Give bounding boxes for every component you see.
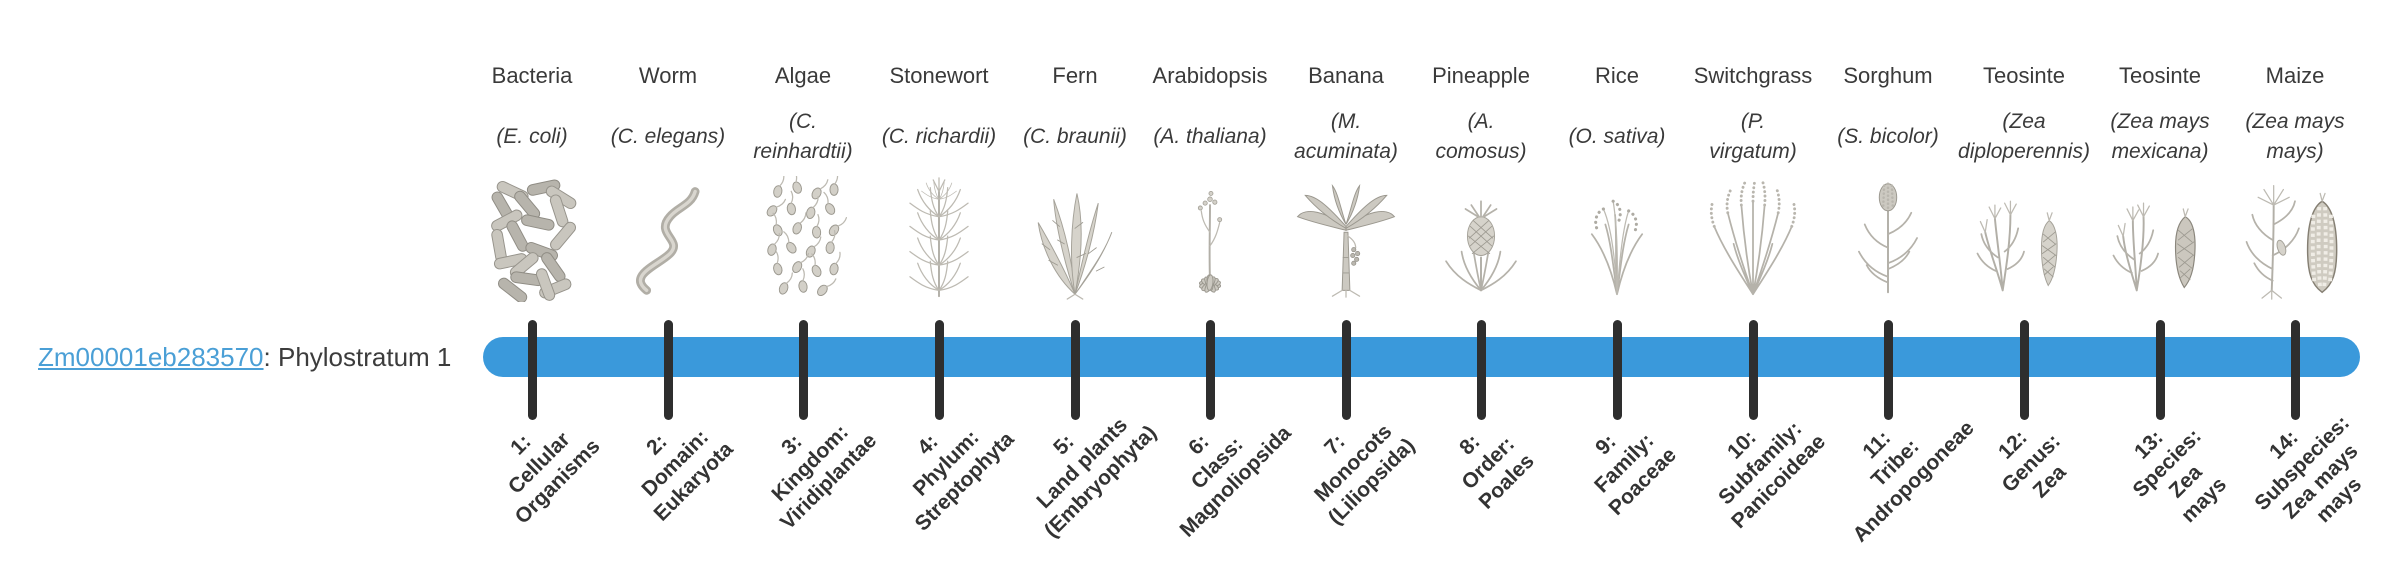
organism-column-fern: Fern (C. braunii) 5: Land plants (Embryo…	[1000, 0, 1161, 580]
phylostratum-label: 7: Monocots (Liliopsida)	[1310, 420, 1420, 530]
organism-column-stonewort: Stonewort (C. richardii) 4: Phylum: Stre…	[864, 0, 1019, 580]
organism-name: Maize	[2265, 63, 2325, 88]
organism-column-banana: Banana (M. acuminata) 7: Monocots (Lilio…	[1271, 0, 1421, 580]
timeline-tick	[1612, 320, 1622, 420]
organism-name: Switchgrass	[1693, 63, 1813, 88]
banana-illustration	[1286, 176, 1406, 302]
phylostratum-label: 8: Order: Poales	[1455, 430, 1539, 514]
organism-column-pineapple: Pineapple (A. comosus) 8: Order: Poales	[1406, 0, 1556, 580]
rice-illustration	[1557, 176, 1677, 302]
organism-column-worm: Worm (C. elegans) 2: Domain: Eukaryota	[593, 0, 743, 580]
timeline-tick	[1205, 320, 1215, 420]
algae-illustration	[743, 176, 863, 302]
phylostratum-label: 4: Phylum: Streptophyta	[908, 425, 1019, 536]
organism-name: Bacteria	[491, 63, 573, 88]
organism-species: (C. richardii)	[881, 125, 997, 148]
organism-species: (A. comosus)	[1435, 110, 1527, 163]
switchgrass-illustration	[1693, 176, 1813, 302]
organism-name: Banana	[1308, 63, 1384, 88]
organism-column-maize: Maize (Zea mays mays) 14: Subspecies: Ze…	[2220, 0, 2370, 580]
phylostratum-label: 1: Cellular Organisms	[503, 427, 605, 529]
organism-species: (C. elegans)	[610, 125, 726, 148]
organism-species: (O. sativa)	[1568, 125, 1666, 148]
timeline-tick	[1883, 320, 1893, 420]
organism-column-rice: Rice (O. sativa) 9: Family: Poaceae	[1542, 0, 1692, 580]
organism-species: (Zea diploperennis)	[1958, 110, 2090, 163]
phylostratum-label: 2: Domain: Eukaryota	[637, 425, 738, 526]
teosinte-diploperennis-illustration	[1964, 176, 2084, 302]
phylostratum-label: 3: Kingdom: Viridiplantae	[767, 420, 882, 535]
timeline-tick	[527, 320, 537, 420]
organism-column-arabidopsis: Arabidopsis (A. thaliana) 6: Class: Magn…	[1135, 0, 1296, 580]
organism-column-sorghum: Sorghum (S. bicolor) 11: Tribe: Andropog…	[1813, 0, 1978, 580]
sorghum-illustration	[1828, 176, 1948, 302]
timeline-tick	[1748, 320, 1758, 420]
timeline-tick	[1476, 320, 1486, 420]
organism-species: (M. acuminata)	[1294, 110, 1398, 163]
timeline-tick	[1341, 320, 1351, 420]
timeline-tick	[934, 320, 944, 420]
phylostratum-label: 14: Subspecies: Zea mays mays	[2250, 411, 2367, 528]
organism-species: (A. thaliana)	[1153, 125, 1267, 148]
timeline-tick	[2155, 320, 2165, 420]
organism-name: Fern	[1052, 63, 1098, 88]
organism-name: Stonewort	[889, 63, 989, 88]
organism-column-algae: Algae (C. reinhardtii) 3: Kingdom: Virid…	[728, 0, 881, 580]
organism-name: Arabidopsis	[1152, 63, 1268, 88]
organism-species: (C. reinhardtii)	[753, 110, 853, 163]
maize-illustration	[2235, 176, 2355, 302]
worm-illustration	[608, 176, 728, 302]
timeline-tick	[2290, 320, 2300, 420]
organism-name: Teosinte	[2119, 63, 2201, 88]
gene-label: Zm00001eb283570: Phylostratum 1	[38, 341, 451, 373]
phylostratum-label: 12: Genus: Zea	[1993, 425, 2071, 503]
organism-name: Algae	[774, 63, 832, 88]
organism-species: (C. braunii)	[1023, 125, 1127, 148]
organism-name: Teosinte	[1983, 63, 2065, 88]
teosinte-mexicana-illustration	[2100, 176, 2220, 302]
organism-name: Sorghum	[1843, 63, 1933, 88]
organism-name: Pineapple	[1432, 63, 1530, 88]
organism-name: Worm	[638, 63, 698, 88]
organism-species: (Zea mays mays)	[2245, 110, 2345, 163]
organism-column-teosinte-mexicana: Teosinte (Zea mays mexicana) 13: Species…	[2085, 0, 2235, 580]
organism-column-teosinte-diploperennis: Teosinte (Zea diploperennis) 12: Genus: …	[1949, 0, 2099, 580]
organism-species: (P. virgatum)	[1709, 110, 1797, 163]
stonewort-illustration	[879, 176, 999, 302]
timeline-bar	[483, 337, 2360, 377]
timeline-tick	[2019, 320, 2029, 420]
timeline-tick	[798, 320, 808, 420]
timeline-tick	[663, 320, 673, 420]
phylostratum-label: 9: Family: Poaceae	[1590, 429, 1681, 520]
organism-column-bacteria: Bacteria (E. coli) 1: Cellular Organi	[457, 0, 607, 580]
organism-species: (E. coli)	[496, 125, 568, 148]
pineapple-illustration	[1421, 176, 1541, 302]
gene-link[interactable]: Zm00001eb283570	[38, 342, 264, 372]
timeline-tick	[1070, 320, 1080, 420]
gene-phylostratum-text: : Phylostratum 1	[263, 342, 452, 372]
organism-species: (S. bicolor)	[1837, 125, 1939, 148]
bacteria-illustration	[472, 176, 592, 302]
phylostratum-label: 10: Subfamily: Panicoideae	[1714, 417, 1831, 534]
fern-illustration	[1015, 176, 1135, 302]
organism-name: Rice	[1594, 63, 1639, 88]
organism-species: (Zea mays mexicana)	[2110, 110, 2210, 163]
arabidopsis-illustration	[1150, 176, 1270, 302]
organism-column-switchgrass: Switchgrass (P. virgatum) 10: Subfamily:…	[1678, 0, 1830, 580]
